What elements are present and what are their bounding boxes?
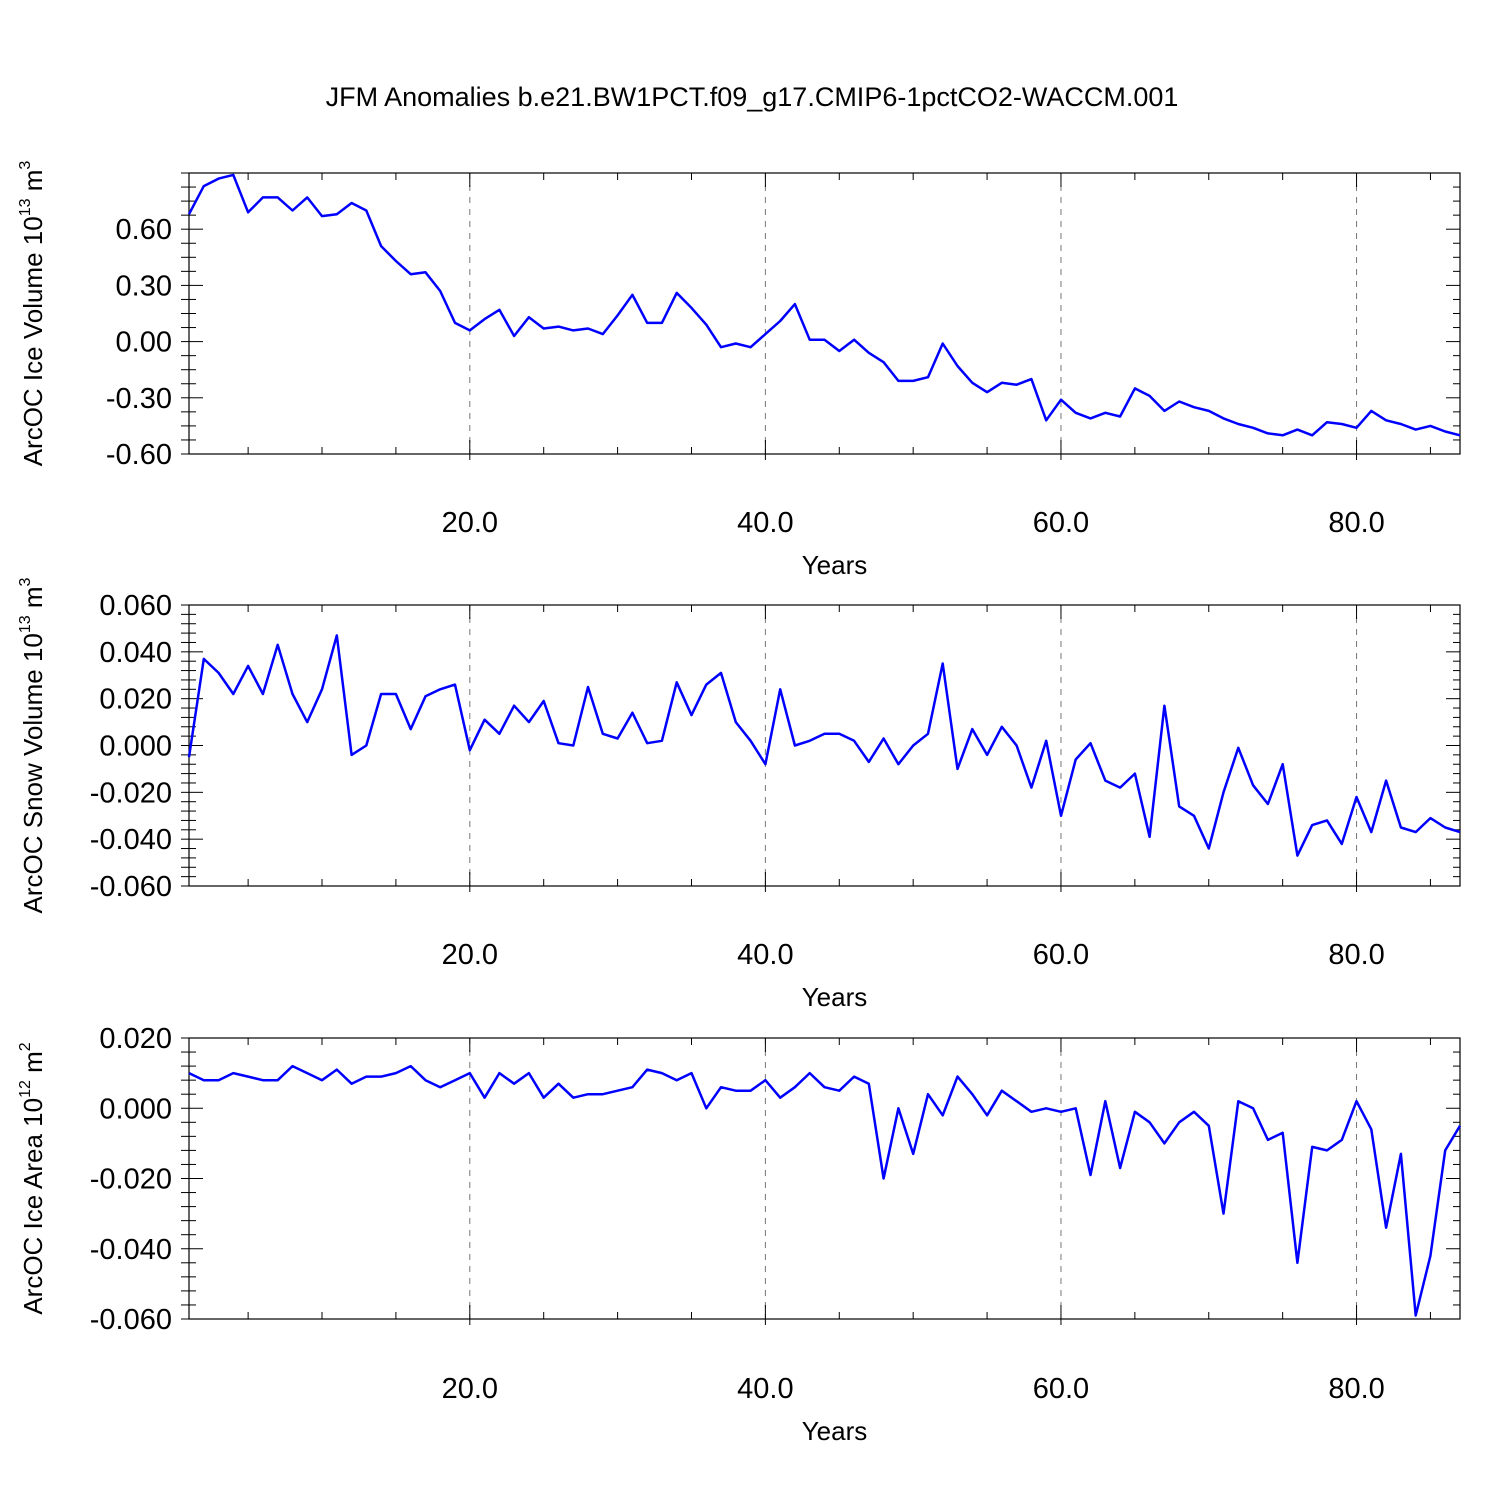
- x-tick-label: 80.0: [1328, 507, 1384, 539]
- x-tick-label: 60.0: [1033, 507, 1089, 539]
- y-tick-label: 0.00: [116, 327, 172, 359]
- ice-area-panel: 20.0 40.0 60.0 80.0 -0.060 -0.040 -0.020 0.000 0…: [17, 1023, 1462, 1446]
- series-line: [188, 1064, 1462, 1317]
- y-axis-label-superscript: 2: [17, 1042, 34, 1051]
- x-tick-label: 20.0: [442, 507, 498, 539]
- y-tick-label: -0.020: [90, 1164, 172, 1196]
- x-tick-label: 40.0: [737, 507, 793, 539]
- y-tick-label: 0.30: [116, 270, 172, 302]
- y-tick-label: -0.60: [106, 439, 172, 471]
- y-axis-label-superscript: 12: [17, 1080, 34, 1098]
- y-axis-label-superscript: 3: [17, 161, 34, 170]
- plot-frame: [188, 172, 1461, 455]
- y-axis-label-text: m: [18, 1051, 48, 1080]
- x-tick-label: 40.0: [737, 939, 793, 971]
- series-line: [187, 173, 1461, 437]
- ice-volume-panel: 20.0 40.0 60.0 80.0 -0.60 -0.30 0.00 0.30 0.60 Ye…: [17, 161, 1461, 580]
- y-tick-label: -0.060: [90, 871, 172, 903]
- y-axis-label-text: ArcOC Ice Area 10: [18, 1098, 48, 1315]
- y-axis-label-text: m: [18, 586, 48, 615]
- y-axis-label: ArcOC Snow Volume 1013 m3: [17, 577, 48, 913]
- x-tick-label: 60.0: [1033, 1373, 1089, 1405]
- y-axis-label-superscript: 13: [17, 198, 34, 216]
- snow-volume-panel: 20.0 40.0 60.0 80.0 -0.060 -0.040 -0.020 0.000 0…: [17, 577, 1461, 1012]
- y-tick-label: 0.040: [99, 637, 172, 669]
- x-tick-label: 80.0: [1328, 1373, 1384, 1405]
- y-tick-label: 0.60: [116, 214, 172, 246]
- y-axis-label-superscript: 13: [17, 615, 34, 633]
- x-axis-label: Years: [802, 982, 868, 1012]
- y-tick-label: -0.060: [90, 1304, 172, 1336]
- y-tick-label: 0.000: [99, 731, 172, 763]
- series-line: [187, 634, 1461, 857]
- plot-frame: [188, 604, 1461, 887]
- x-axis-label: Years: [802, 1416, 868, 1446]
- y-axis-label-text: m: [18, 170, 48, 199]
- x-axis-label: Years: [802, 550, 868, 580]
- plot-frame: [188, 1037, 1461, 1320]
- y-tick-label: -0.040: [90, 1234, 172, 1266]
- y-axis-label: ArcOC Ice Area 1012 m2: [17, 1042, 48, 1314]
- y-tick-label: 0.060: [99, 590, 172, 622]
- x-tick-label: 20.0: [442, 939, 498, 971]
- y-tick-label: 0.000: [99, 1093, 172, 1125]
- y-axis-label: ArcOC Ice Volume 1013 m3: [17, 161, 48, 467]
- y-axis-label-text: ArcOC Snow Volume 10: [18, 633, 48, 913]
- x-tick-label: 40.0: [737, 1373, 793, 1405]
- y-axis-label-superscript: 3: [17, 577, 34, 586]
- y-tick-label: -0.30: [106, 383, 172, 415]
- x-tick-label: 20.0: [442, 1373, 498, 1405]
- x-tick-label: 60.0: [1033, 939, 1089, 971]
- y-tick-label: -0.040: [90, 824, 172, 856]
- y-tick-label: 0.020: [99, 1023, 172, 1055]
- y-axis-label-text: ArcOC Ice Volume 10: [18, 216, 48, 466]
- y-tick-label: -0.020: [90, 777, 172, 809]
- figure-title: JFM Anomalies b.e21.BW1PCT.f09_g17.CMIP6…: [326, 82, 1179, 112]
- x-tick-label: 80.0: [1328, 939, 1384, 971]
- y-tick-label: 0.020: [99, 684, 172, 716]
